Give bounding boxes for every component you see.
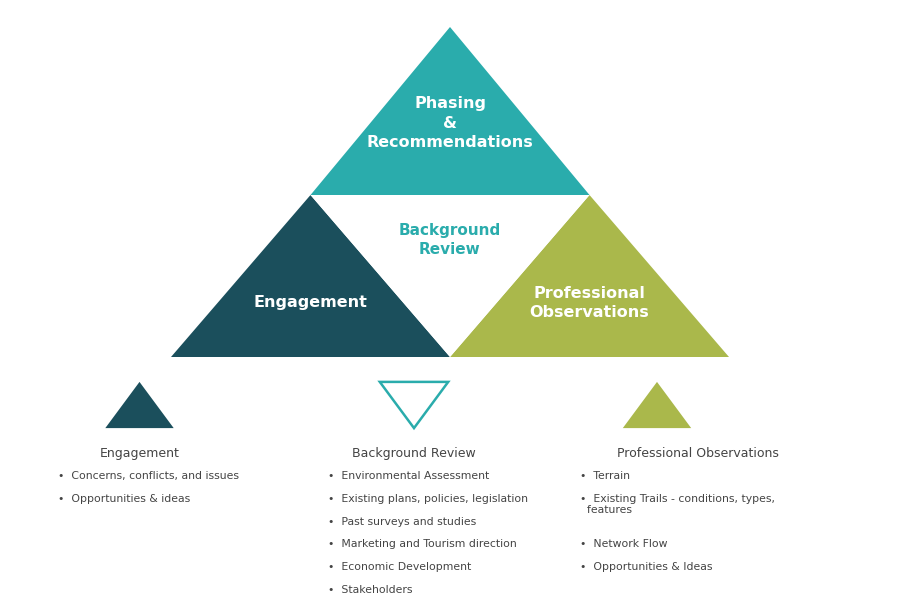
- Text: •  Concerns, conflicts, and issues: • Concerns, conflicts, and issues: [58, 471, 239, 481]
- Text: •  Economic Development: • Economic Development: [328, 562, 472, 572]
- Polygon shape: [105, 382, 174, 428]
- Text: •  Existing plans, policies, legislation: • Existing plans, policies, legislation: [328, 494, 528, 504]
- Text: •  Past surveys and studies: • Past surveys and studies: [328, 517, 477, 527]
- Text: •  Opportunities & Ideas: • Opportunities & Ideas: [580, 562, 713, 572]
- Text: Background Review: Background Review: [352, 447, 476, 460]
- Text: Engagement: Engagement: [254, 295, 367, 310]
- Text: •  Environmental Assessment: • Environmental Assessment: [328, 471, 490, 481]
- Text: •  Marketing and Tourism direction: • Marketing and Tourism direction: [328, 539, 518, 550]
- Text: Background
Review: Background Review: [399, 223, 501, 257]
- Text: •  Opportunities & ideas: • Opportunities & ideas: [58, 494, 191, 504]
- Text: •  Network Flow: • Network Flow: [580, 539, 668, 550]
- Text: Professional
Observations: Professional Observations: [529, 286, 650, 320]
- Polygon shape: [623, 382, 691, 428]
- Polygon shape: [450, 195, 729, 357]
- Polygon shape: [171, 195, 450, 357]
- Polygon shape: [310, 195, 590, 357]
- Text: •  Stakeholders: • Stakeholders: [328, 585, 413, 595]
- Text: •  Terrain: • Terrain: [580, 471, 631, 481]
- Text: Professional Observations: Professional Observations: [616, 447, 778, 460]
- Text: Phasing
&
Recommendations: Phasing & Recommendations: [366, 95, 534, 150]
- Text: Engagement: Engagement: [100, 447, 179, 460]
- Text: •  Existing Trails - conditions, types,
  features: • Existing Trails - conditions, types, f…: [580, 494, 776, 515]
- Polygon shape: [310, 27, 590, 195]
